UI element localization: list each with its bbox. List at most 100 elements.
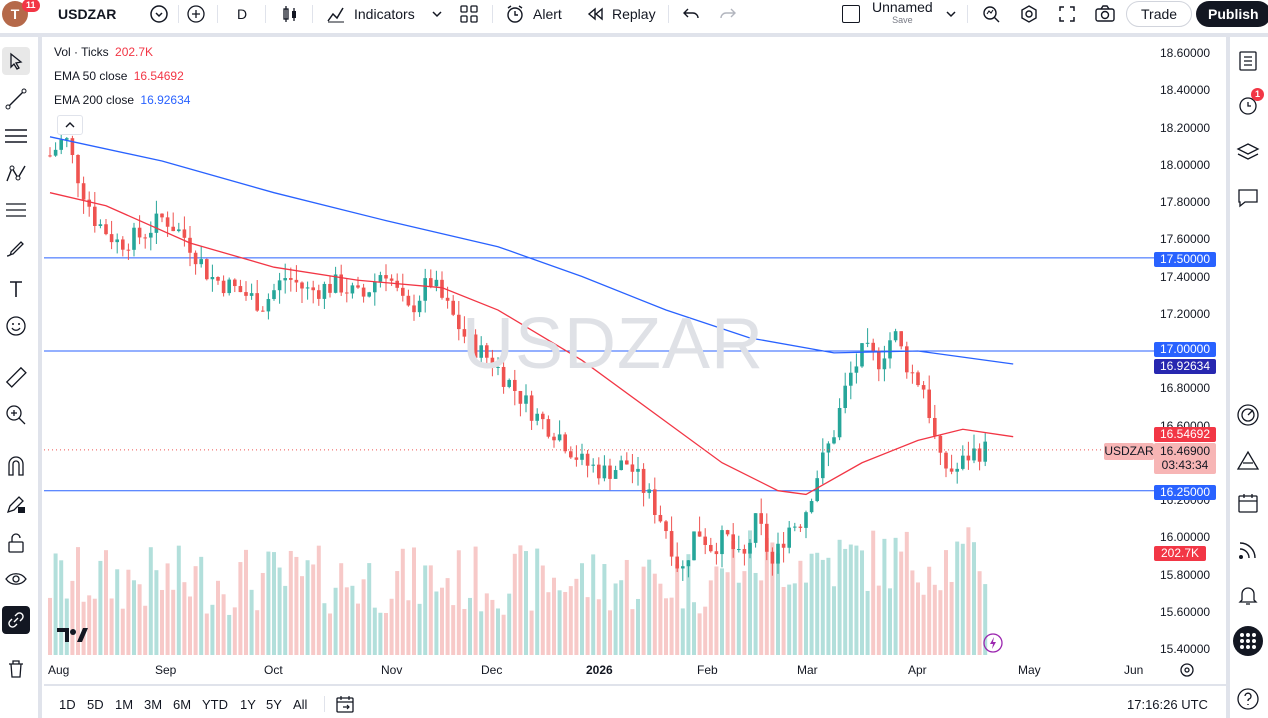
- user-menu[interactable]: T 11: [2, 0, 40, 27]
- range-6m[interactable]: 6M: [173, 697, 192, 712]
- ema50-legend[interactable]: EMA 50 close 16.54692: [54, 69, 184, 83]
- layout-select-checkbox[interactable]: [842, 0, 860, 27]
- collapse-legend-button[interactable]: [57, 115, 83, 135]
- trend-line-icon[interactable]: [2, 85, 30, 113]
- candle-body: [647, 489, 651, 493]
- fib-retracement-icon[interactable]: [2, 197, 30, 225]
- brush-icon[interactable]: [2, 235, 30, 263]
- lock-icon[interactable]: [2, 529, 30, 557]
- cursor-icon[interactable]: [2, 47, 30, 75]
- trade-label[interactable]: Trade: [1126, 0, 1193, 27]
- candle-body: [121, 239, 125, 250]
- indicators-dropdown-icon[interactable]: [431, 0, 443, 27]
- eye-icon[interactable]: [2, 565, 30, 593]
- range-1y[interactable]: 1Y: [240, 697, 256, 712]
- ruler-icon[interactable]: [2, 363, 30, 391]
- candle-body: [205, 259, 209, 280]
- goto-date-icon[interactable]: [335, 694, 355, 718]
- pattern-icon[interactable]: [2, 160, 30, 188]
- zoom-in-icon[interactable]: [2, 401, 30, 429]
- add-symbol-icon[interactable]: [149, 0, 169, 27]
- help-icon[interactable]: [1233, 684, 1263, 714]
- layers-icon[interactable]: [1233, 137, 1263, 167]
- layout-name-button[interactable]: Unnamed Save: [872, 0, 933, 27]
- bell-icon[interactable]: [1233, 580, 1263, 610]
- volume-bar: [193, 566, 198, 655]
- compare-icon[interactable]: [186, 0, 206, 27]
- emoji-icon[interactable]: [2, 312, 30, 340]
- layout-name[interactable]: Unnamed: [872, 0, 933, 15]
- symbol-search[interactable]: USDZAR: [58, 0, 116, 27]
- range-5y[interactable]: 5Y: [266, 697, 282, 712]
- volume-bar: [613, 583, 618, 655]
- hotlist-icon[interactable]: [1233, 445, 1263, 475]
- quick-search-icon[interactable]: [981, 0, 1001, 27]
- volume-bar: [266, 551, 271, 655]
- candle-body: [109, 234, 114, 243]
- undo-icon[interactable]: [682, 0, 700, 27]
- text-tool-icon[interactable]: [2, 275, 30, 303]
- volume-bar: [148, 547, 153, 655]
- broadcast-icon[interactable]: [1233, 535, 1263, 565]
- layout-dropdown-icon[interactable]: [945, 0, 957, 27]
- chat-icon[interactable]: [1233, 183, 1263, 213]
- range-1d[interactable]: 1D: [59, 697, 76, 712]
- volume-bar: [860, 550, 864, 655]
- trade-button[interactable]: Trade: [1126, 0, 1193, 27]
- target-icon[interactable]: [1233, 400, 1263, 430]
- axis-settings-icon[interactable]: [1179, 662, 1195, 683]
- clock-utc[interactable]: 17:16:26 UTC: [1127, 697, 1208, 712]
- candle-body: [921, 385, 926, 390]
- toolbar-divider: [0, 33, 1268, 37]
- price-tick-label: 15.80000: [1160, 567, 1211, 582]
- volume-bar: [59, 560, 64, 655]
- candle-body: [692, 531, 696, 561]
- volume-bar: [960, 543, 965, 655]
- replay-button[interactable]: Replay: [586, 0, 656, 27]
- range-3m[interactable]: 3M: [144, 697, 163, 712]
- indicators-button[interactable]: Indicators: [326, 0, 415, 27]
- lightning-icon[interactable]: [983, 633, 1003, 653]
- redo-icon[interactable]: [719, 0, 737, 27]
- interval-button[interactable]: D: [237, 0, 247, 27]
- publish-button[interactable]: Publish: [1196, 0, 1268, 27]
- calendar-icon[interactable]: [1233, 488, 1263, 518]
- candle-body: [356, 285, 360, 288]
- candle-body: [569, 451, 573, 458]
- replay-label[interactable]: Replay: [612, 5, 656, 22]
- range-ytd[interactable]: YTD: [202, 697, 228, 712]
- link-icon[interactable]: [2, 606, 30, 634]
- ema200-legend[interactable]: EMA 200 close 16.92634: [54, 93, 190, 107]
- symbol-label[interactable]: USDZAR: [58, 5, 117, 22]
- magnet-icon[interactable]: [2, 452, 30, 480]
- volume-bar: [596, 599, 601, 655]
- range-5d[interactable]: 5D: [87, 697, 104, 712]
- volume-bar: [423, 565, 428, 655]
- volume-bar: [619, 580, 624, 655]
- apps-grid-icon[interactable]: [1233, 626, 1263, 656]
- ema200-line: [49, 136, 1014, 365]
- layouts-icon[interactable]: [459, 0, 479, 27]
- volume-bar: [580, 563, 584, 655]
- trash-icon[interactable]: [2, 655, 30, 683]
- draw-lock-icon[interactable]: [2, 490, 30, 518]
- alert-label[interactable]: Alert: [533, 5, 562, 22]
- range-all[interactable]: All: [293, 697, 308, 712]
- horizontal-lines-icon[interactable]: [2, 122, 30, 150]
- interval-label[interactable]: D: [237, 5, 248, 22]
- alert-button[interactable]: Alert: [505, 0, 562, 27]
- indicators-label[interactable]: Indicators: [354, 5, 415, 22]
- volume-legend[interactable]: Vol · Ticks 202.7K: [54, 45, 153, 59]
- volume-bar: [753, 572, 758, 655]
- fullscreen-icon[interactable]: [1058, 0, 1076, 27]
- watchlist-icon[interactable]: [1233, 46, 1263, 76]
- settings-icon[interactable]: [1019, 0, 1039, 27]
- alerts-clock-icon[interactable]: 1: [1233, 88, 1265, 120]
- publish-label[interactable]: Publish: [1196, 0, 1268, 27]
- candle-body: [709, 544, 713, 552]
- candles-icon[interactable]: [281, 0, 299, 27]
- candle-body: [412, 305, 416, 313]
- range-1m[interactable]: 1M: [115, 697, 134, 712]
- price-chart[interactable]: [44, 40, 1154, 660]
- camera-icon[interactable]: [1094, 0, 1116, 27]
